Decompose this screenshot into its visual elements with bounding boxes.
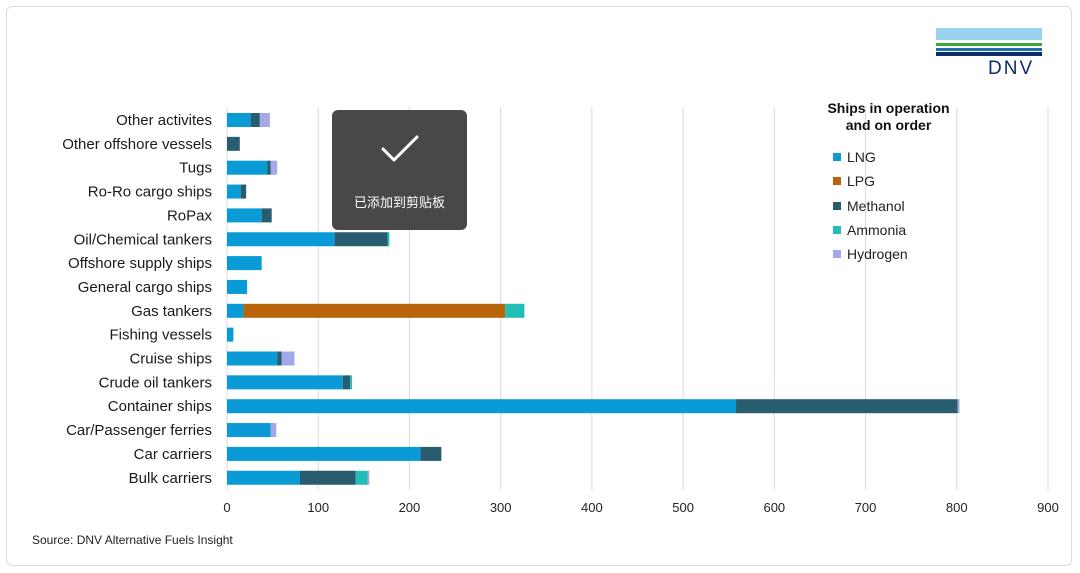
legend-swatch — [833, 201, 841, 210]
bar-segment-methanol — [267, 160, 271, 175]
logo-text: DNV — [988, 58, 1035, 79]
x-tick-label: 200 — [399, 500, 421, 515]
category-label: Container ships — [108, 398, 212, 415]
legend-item-lpg: LPG — [833, 169, 971, 193]
bar-segment-methanol — [420, 446, 442, 461]
bar-segment-hydrogen — [259, 113, 270, 127]
bar-segment-hydrogen — [367, 470, 370, 485]
bar-segment-methanol — [250, 113, 260, 127]
bar-segment-lng — [227, 446, 421, 461]
dnv-logo: DNV — [936, 28, 1044, 79]
bar-segment-methanol — [299, 470, 356, 485]
legend-label: Ammonia — [847, 222, 907, 239]
category-label: Bulk carriers — [129, 470, 212, 487]
bar-segment-lng — [227, 327, 234, 342]
bar-segment-lng — [227, 113, 251, 127]
category-label: Cruise ships — [129, 351, 212, 368]
legend-label: Hydrogen — [847, 246, 908, 263]
bar-segment-lpg — [243, 303, 506, 318]
bar-segment-lng — [227, 423, 271, 438]
legend-label: LPG — [847, 173, 876, 190]
legend-label: LNG — [847, 149, 876, 166]
bar-segment-ammonia — [505, 303, 525, 318]
bar-segment-lng — [227, 256, 262, 271]
category-label: Other activites — [116, 112, 212, 129]
x-tick-label: 500 — [672, 500, 694, 515]
x-tick-label: 800 — [946, 500, 968, 515]
logo-stripe — [936, 48, 1042, 51]
legend-swatch — [833, 250, 841, 259]
legend: Ships in operation and on order LNG LPG Me… — [806, 100, 971, 266]
category-label: Car/Passenger ferries — [66, 422, 212, 439]
bar-segment-lng — [227, 208, 262, 223]
legend-item-ammonia: Ammonia — [833, 218, 971, 242]
category-label: General cargo ships — [78, 279, 212, 296]
x-tick-label: 300 — [490, 500, 512, 515]
bar-segment-lng — [227, 399, 737, 414]
x-tick-label: 0 — [223, 500, 230, 515]
bar-segment-methanol — [342, 375, 351, 390]
category-label: Car carriers — [134, 446, 212, 463]
category-label: Ro-Ro cargo ships — [88, 184, 212, 201]
bar-segment-lng — [227, 470, 300, 485]
bar-segment-methanol — [334, 232, 388, 247]
category-label: Oil/Chemical tankers — [74, 231, 212, 248]
legend-swatch — [833, 226, 841, 235]
bar-segment-hydrogen — [281, 351, 295, 366]
legend-title: Ships in operation and on order — [827, 100, 950, 133]
x-tick-label: 900 — [1037, 500, 1059, 515]
legend-label: Methanol — [847, 197, 905, 214]
logo-stripe — [936, 28, 1042, 40]
bar-segment-methanol — [277, 351, 282, 366]
x-tick-label: 400 — [581, 500, 603, 515]
logo-stripe — [936, 43, 1042, 46]
checkmark-icon — [381, 135, 419, 162]
legend-item-methanol: Methanol — [833, 194, 971, 218]
bar-segment-methanol — [261, 208, 272, 223]
bar-segment-hydrogen — [957, 399, 960, 414]
legend-items: LNG LPG Methanol Ammonia Hydrogen — [833, 145, 971, 266]
bar-segment-lng — [227, 351, 278, 366]
bar-segment-hydrogen — [270, 160, 278, 175]
category-labels: Other activites Other offshore vessels Tug… — [62, 112, 212, 487]
bar-segment-methanol — [736, 399, 958, 414]
category-label: RoPax — [167, 207, 213, 224]
legend-swatch — [833, 177, 841, 186]
bars-layer — [227, 113, 960, 485]
bar-segment-lng — [227, 184, 241, 199]
source-note: Source: DNV Alternative Fuels Insight — [32, 533, 233, 547]
bar-segment-ammonia — [350, 375, 352, 390]
category-label: Other offshore vessels — [62, 136, 212, 153]
bar-segment-lng — [227, 375, 343, 390]
x-tick-label: 100 — [307, 500, 329, 515]
copied-toast: 已添加到剪贴板 — [332, 110, 467, 230]
legend-item-lng: LNG — [833, 145, 971, 169]
legend-swatch — [833, 153, 841, 162]
bar-segment-lng — [227, 160, 268, 175]
logo-stripe — [936, 52, 1042, 56]
bar-segment-methanol — [240, 184, 247, 199]
category-label: Crude oil tankers — [99, 374, 212, 391]
x-tick-label: 700 — [855, 500, 877, 515]
category-label: Fishing vessels — [109, 327, 212, 344]
x-tick-labels: 0 100 200 300 400 500 600 700 800 900 — [223, 500, 1058, 515]
category-label: Tugs — [179, 160, 212, 177]
bar-segment-lng — [227, 303, 244, 318]
bar-segment-hydrogen — [270, 423, 277, 438]
toast-text: 已添加到剪贴板 — [353, 196, 445, 211]
chart-frame — [6, 6, 1072, 566]
category-label: Offshore supply ships — [68, 255, 212, 272]
category-label: Gas tankers — [131, 303, 212, 320]
legend-item-hydrogen: Hydrogen — [833, 242, 971, 266]
bar-segment-lng — [227, 279, 248, 294]
bar-segment-ammonia — [355, 470, 368, 485]
x-tick-label: 600 — [763, 500, 785, 515]
bar-segment-lng — [227, 232, 335, 247]
bar-segment-ammonia — [387, 232, 390, 247]
bar-segment-methanol — [227, 136, 240, 151]
